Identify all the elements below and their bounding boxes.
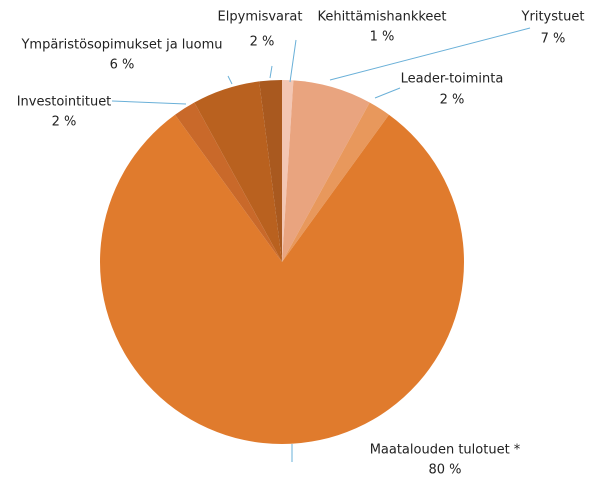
- slice-label: Investointituet: [17, 95, 112, 110]
- leader-line: [111, 100, 187, 105]
- value-label: 7 %: [541, 32, 566, 47]
- pie-slice: [282, 102, 389, 263]
- leader-line: [227, 75, 233, 85]
- leader-line: [329, 27, 531, 81]
- value-label: 2 %: [250, 35, 275, 50]
- slice-label: Leader-toiminta: [401, 72, 504, 87]
- value-label: 2 %: [52, 115, 77, 130]
- slice-label: Ympäristösopimukset ja luomu: [20, 38, 222, 53]
- slice-label: Kehittämishankkeet: [317, 10, 446, 25]
- value-label: 1 %: [370, 30, 395, 45]
- value-label: 6 %: [110, 58, 135, 73]
- pie-slice: [194, 81, 282, 263]
- slice-label: Yritystuet: [521, 10, 585, 25]
- leader-line: [374, 87, 401, 99]
- leader-line: [289, 39, 297, 83]
- value-label: 2 %: [440, 93, 465, 108]
- pie-slice: [175, 102, 282, 263]
- leader-line: [269, 65, 273, 79]
- value-label: 80 %: [428, 463, 461, 478]
- slice-label: Maatalouden tulotuet *: [370, 443, 521, 458]
- pie-slice: [282, 80, 294, 262]
- pie-slice: [282, 80, 370, 263]
- slice-label: Elpymisvarat: [218, 10, 303, 25]
- pie-slice: [259, 80, 282, 262]
- pie-slice: [99, 114, 464, 444]
